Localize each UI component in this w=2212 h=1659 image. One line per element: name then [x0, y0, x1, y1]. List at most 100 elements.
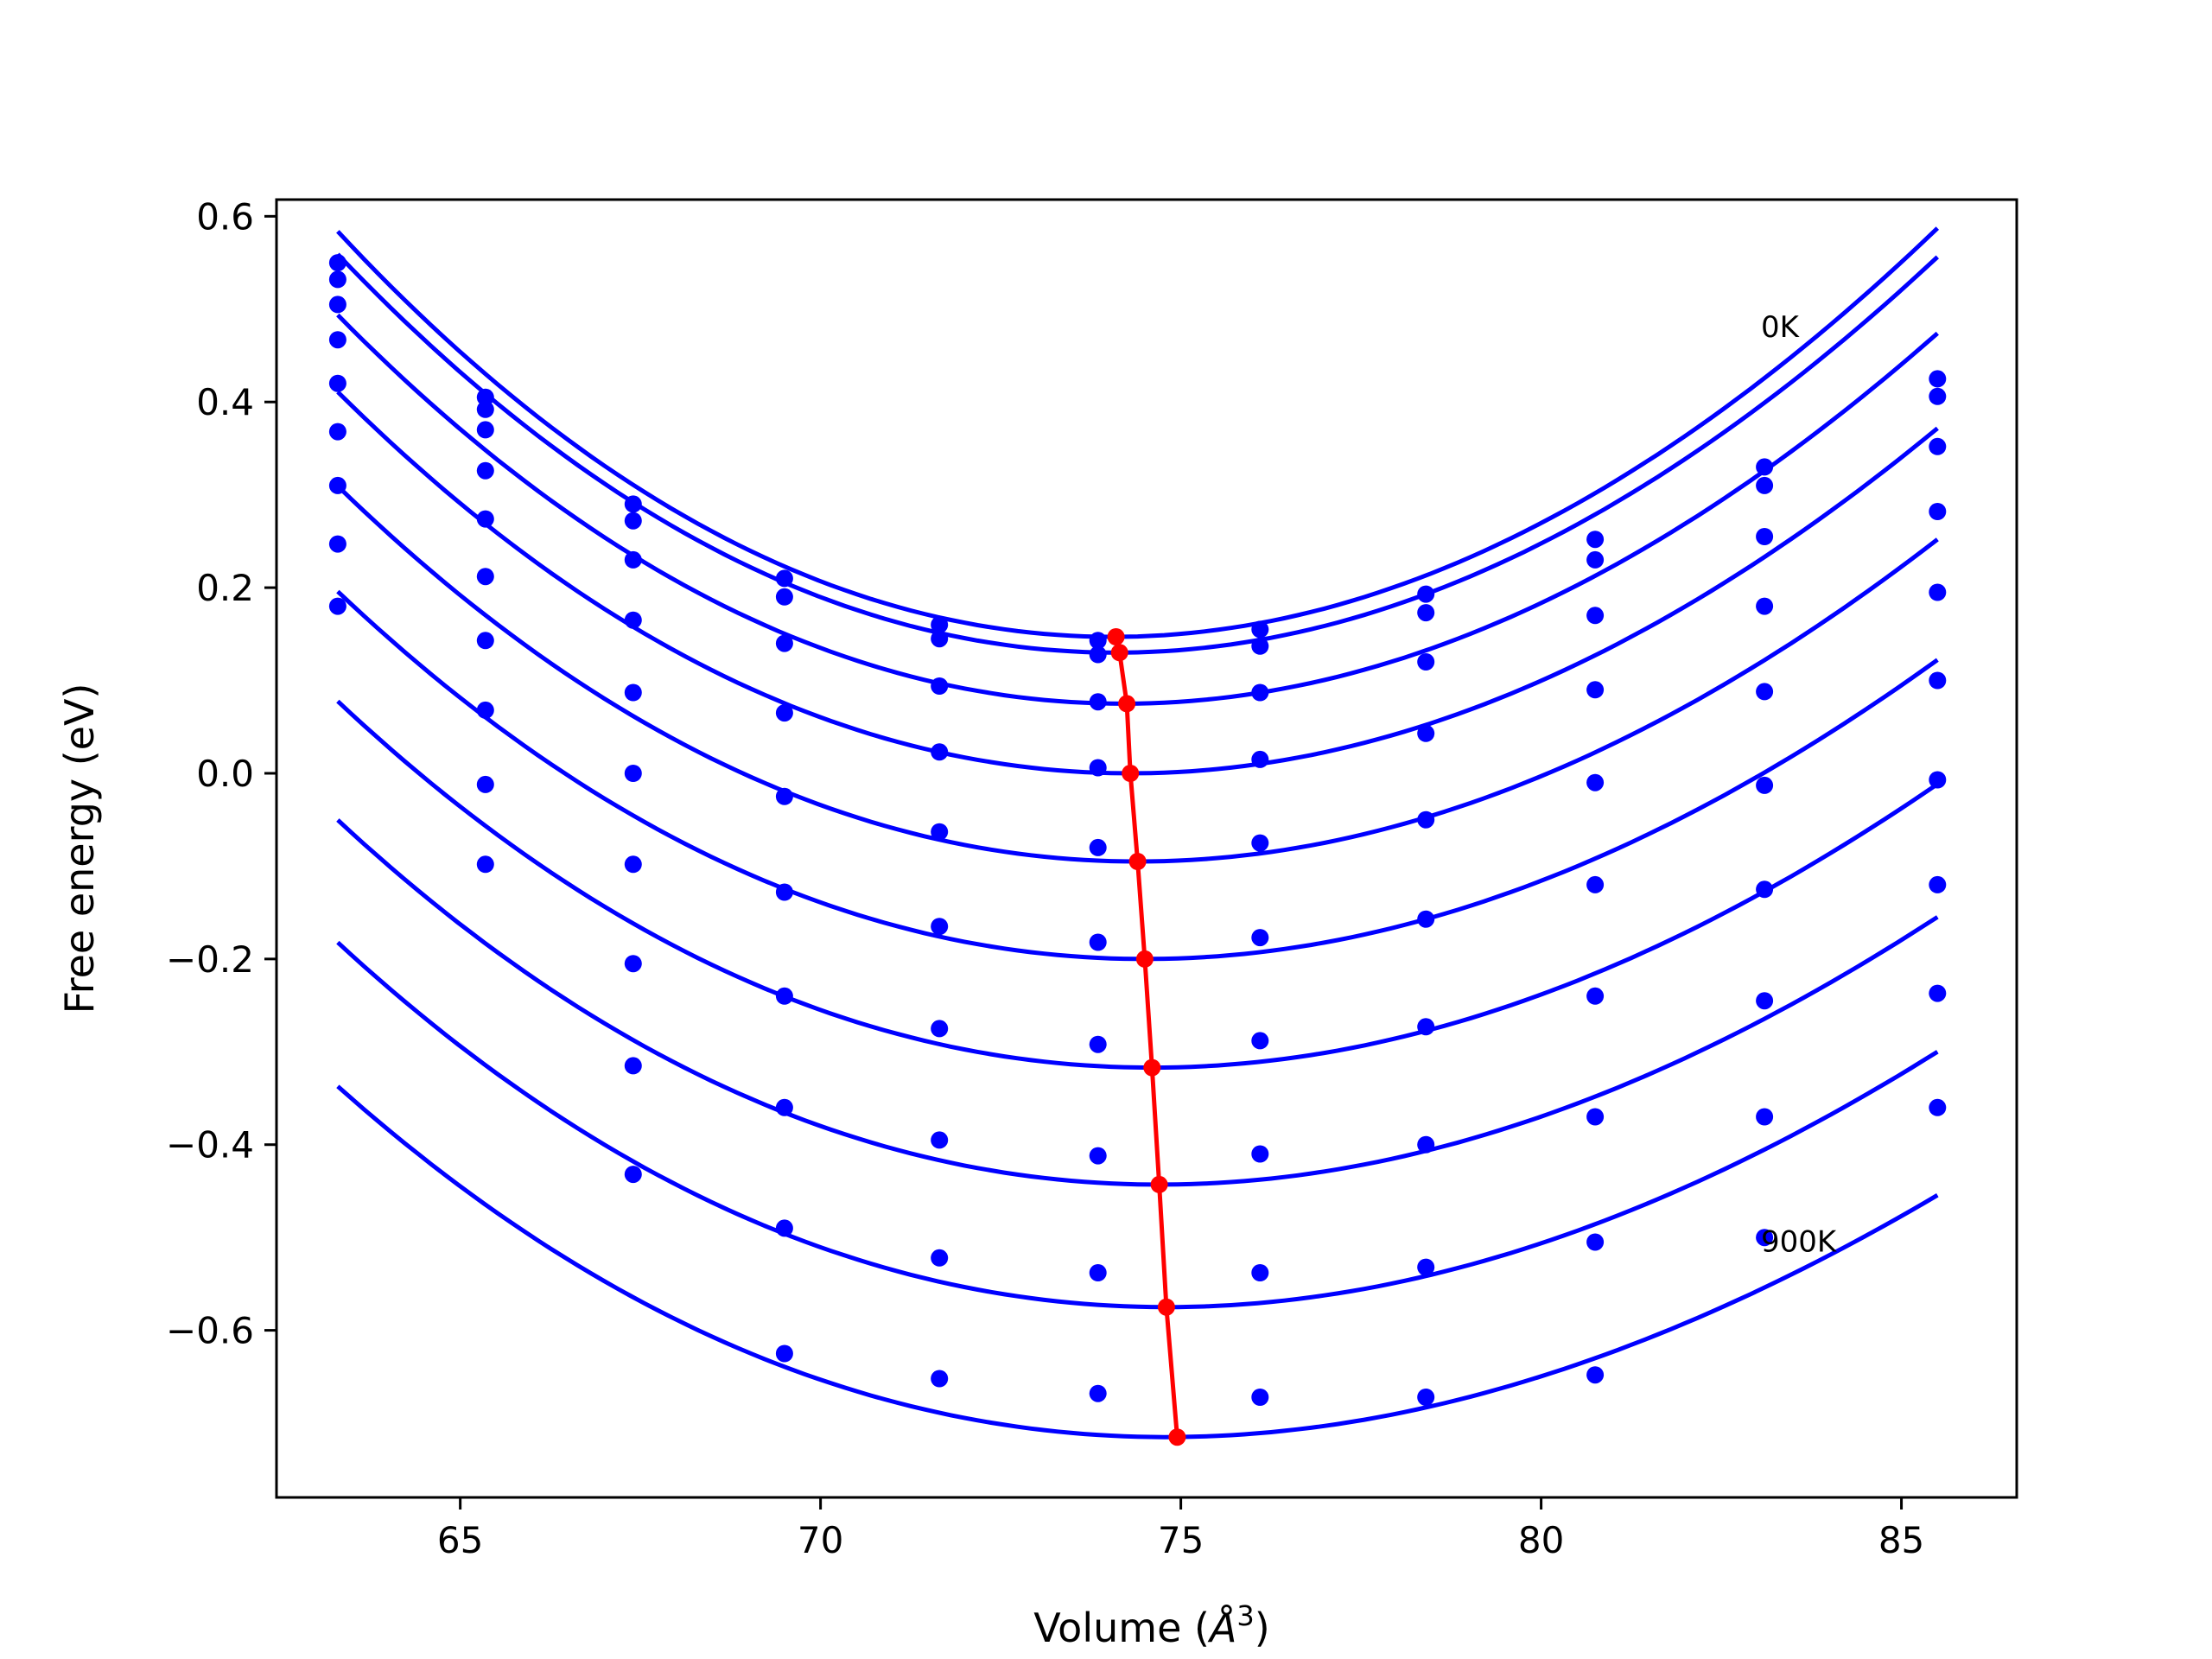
- data-point: [1251, 1389, 1269, 1406]
- plot-area: [328, 226, 1947, 1446]
- data-point: [476, 400, 494, 418]
- data-point: [1756, 776, 1774, 794]
- data-point: [1417, 810, 1435, 829]
- data-point: [931, 1249, 949, 1267]
- data-point: [1756, 597, 1774, 615]
- minimum-point: [1110, 644, 1128, 662]
- data-point: [1756, 476, 1774, 494]
- data-point: [775, 634, 793, 652]
- data-point: [1929, 984, 1947, 1002]
- y-tick-label: 0.6: [196, 195, 254, 238]
- data-point: [1089, 693, 1107, 711]
- data-point: [775, 1219, 793, 1237]
- fit-curve-10: [336, 1084, 1939, 1440]
- data-point: [931, 677, 949, 695]
- data-point: [1586, 531, 1605, 549]
- data-point: [1089, 838, 1107, 856]
- data-point: [1251, 1032, 1269, 1050]
- data-point: [624, 1166, 642, 1184]
- data-point: [1756, 992, 1774, 1010]
- data-point: [476, 388, 494, 406]
- x-tick-label: 65: [437, 1519, 483, 1561]
- y-tick-label: 0.4: [196, 381, 254, 423]
- data-point: [931, 823, 949, 841]
- data-point: [624, 611, 642, 629]
- data-point: [1929, 671, 1947, 690]
- data-point: [328, 270, 346, 289]
- fit-curve-7: [336, 699, 1939, 1071]
- data-point: [931, 918, 949, 936]
- data-point: [476, 855, 494, 874]
- data-point: [1756, 1229, 1774, 1247]
- data-point: [1089, 632, 1107, 650]
- data-point: [1756, 458, 1774, 476]
- minimum-point: [1107, 628, 1125, 645]
- data-point: [328, 331, 346, 349]
- data-point: [624, 765, 642, 782]
- fit-curve-5: [336, 484, 1939, 864]
- data-point: [328, 296, 346, 314]
- fit-curve-9: [336, 940, 1939, 1310]
- data-point: [1756, 528, 1774, 545]
- data-point: [775, 569, 793, 588]
- data-point: [775, 987, 793, 1005]
- data-point: [1251, 750, 1269, 768]
- y-tick-label: −0.2: [166, 938, 254, 981]
- axes-frame: [275, 198, 2018, 1499]
- data-point: [1756, 683, 1774, 701]
- data-point: [1417, 585, 1435, 603]
- data-point: [328, 597, 346, 615]
- data-point: [624, 550, 642, 569]
- data-point: [1251, 1264, 1269, 1281]
- data-point: [775, 1098, 793, 1116]
- x-tick-label: 75: [1158, 1519, 1204, 1561]
- data-point: [1251, 683, 1269, 702]
- data-point: [1586, 607, 1605, 625]
- minimum-point: [1168, 1428, 1186, 1446]
- data-point: [775, 1344, 793, 1363]
- data-point: [1929, 503, 1947, 520]
- minimum-point: [1135, 950, 1154, 968]
- y-tick-label: −0.6: [166, 1310, 254, 1352]
- data-point: [931, 1020, 949, 1038]
- temperature-annotation: 0K: [1761, 310, 1801, 345]
- minimum-line: [1114, 636, 1179, 1438]
- data-point: [1417, 1258, 1435, 1276]
- data-point: [1251, 620, 1269, 639]
- data-point: [624, 512, 642, 530]
- data-point: [1586, 1108, 1605, 1126]
- x-axis: 65 70 75 80 85: [437, 1497, 1924, 1561]
- data-point: [476, 510, 494, 528]
- x-tick-label: 85: [1878, 1519, 1924, 1561]
- fit-curve-8: [336, 818, 1939, 1187]
- data-point: [476, 421, 494, 439]
- data-point: [1251, 929, 1269, 947]
- data-point: [624, 683, 642, 702]
- data-point: [624, 855, 642, 874]
- data-point: [931, 1131, 949, 1149]
- data-point: [1586, 987, 1605, 1005]
- data-point: [931, 616, 949, 634]
- data-point: [1417, 910, 1435, 928]
- data-point: [1417, 724, 1435, 742]
- data-point: [775, 588, 793, 606]
- minimum-point: [1150, 1175, 1168, 1193]
- data-point: [476, 568, 494, 586]
- data-point: [1929, 387, 1947, 405]
- data-point: [1586, 875, 1605, 893]
- data-point: [624, 955, 642, 973]
- fit-curve-1: [336, 226, 1940, 639]
- data-point: [775, 787, 793, 805]
- data-point: [1586, 1366, 1605, 1384]
- data-point: [1586, 1233, 1605, 1251]
- data-point: [1089, 1384, 1107, 1402]
- x-tick-label: 80: [1518, 1519, 1564, 1561]
- data-point: [476, 461, 494, 480]
- data-point: [328, 476, 346, 494]
- data-point: [1089, 1264, 1107, 1281]
- temperature-annotation: 900K: [1761, 1224, 1838, 1259]
- data-point: [328, 423, 346, 441]
- data-point: [1251, 834, 1269, 852]
- x-axis-label: Volume (Å3): [1033, 1599, 1269, 1651]
